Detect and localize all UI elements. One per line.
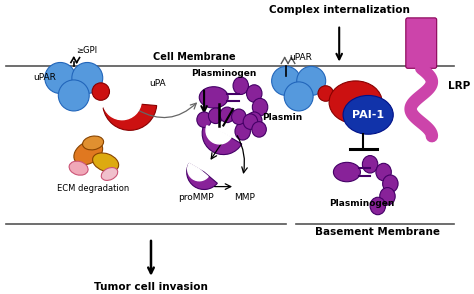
Ellipse shape: [232, 109, 246, 125]
Ellipse shape: [209, 108, 223, 123]
Ellipse shape: [246, 112, 262, 129]
Ellipse shape: [333, 162, 360, 182]
Wedge shape: [103, 100, 141, 120]
Ellipse shape: [82, 136, 104, 150]
Text: uPAR: uPAR: [33, 74, 56, 83]
Ellipse shape: [197, 112, 211, 127]
Text: proMMP: proMMP: [179, 193, 214, 202]
Wedge shape: [188, 163, 208, 181]
Wedge shape: [103, 103, 157, 130]
Ellipse shape: [101, 168, 118, 181]
Text: Complex internalization: Complex internalization: [269, 5, 410, 15]
Text: Plasmin: Plasmin: [262, 113, 302, 122]
Text: uPA: uPA: [149, 79, 166, 88]
Ellipse shape: [318, 86, 333, 101]
Wedge shape: [202, 126, 242, 155]
Ellipse shape: [220, 107, 235, 123]
Ellipse shape: [233, 77, 248, 94]
Ellipse shape: [92, 153, 118, 172]
Text: MMP: MMP: [234, 193, 255, 202]
Text: Basement Membrane: Basement Membrane: [315, 227, 440, 237]
Ellipse shape: [252, 122, 266, 137]
Text: Cell Membrane: Cell Membrane: [153, 52, 236, 63]
Text: LRP: LRP: [448, 81, 471, 91]
Ellipse shape: [92, 83, 109, 100]
Ellipse shape: [376, 163, 392, 181]
Ellipse shape: [199, 87, 228, 108]
Text: Tumor cell invasion: Tumor cell invasion: [94, 282, 208, 292]
Text: ≥GPI: ≥GPI: [76, 46, 97, 55]
Ellipse shape: [329, 81, 382, 123]
Ellipse shape: [243, 114, 258, 129]
Ellipse shape: [284, 82, 313, 111]
Ellipse shape: [370, 197, 385, 215]
Ellipse shape: [383, 175, 398, 192]
Ellipse shape: [74, 141, 103, 165]
FancyBboxPatch shape: [406, 18, 437, 68]
Ellipse shape: [72, 63, 103, 93]
Ellipse shape: [58, 80, 89, 111]
Ellipse shape: [69, 161, 88, 175]
Ellipse shape: [343, 96, 393, 134]
Ellipse shape: [252, 98, 268, 116]
Ellipse shape: [272, 66, 301, 96]
Wedge shape: [206, 126, 231, 144]
Text: Plasminogen: Plasminogen: [328, 199, 394, 208]
Ellipse shape: [246, 85, 262, 102]
Ellipse shape: [45, 63, 76, 93]
Ellipse shape: [297, 66, 326, 96]
Ellipse shape: [380, 188, 395, 205]
Wedge shape: [187, 163, 218, 190]
Ellipse shape: [362, 156, 378, 173]
Ellipse shape: [235, 123, 250, 140]
Text: PAI-1: PAI-1: [352, 110, 384, 120]
Text: Plasminogen: Plasminogen: [191, 69, 256, 78]
Text: ECM degradation: ECM degradation: [57, 184, 129, 193]
Text: uPAR: uPAR: [289, 53, 312, 61]
